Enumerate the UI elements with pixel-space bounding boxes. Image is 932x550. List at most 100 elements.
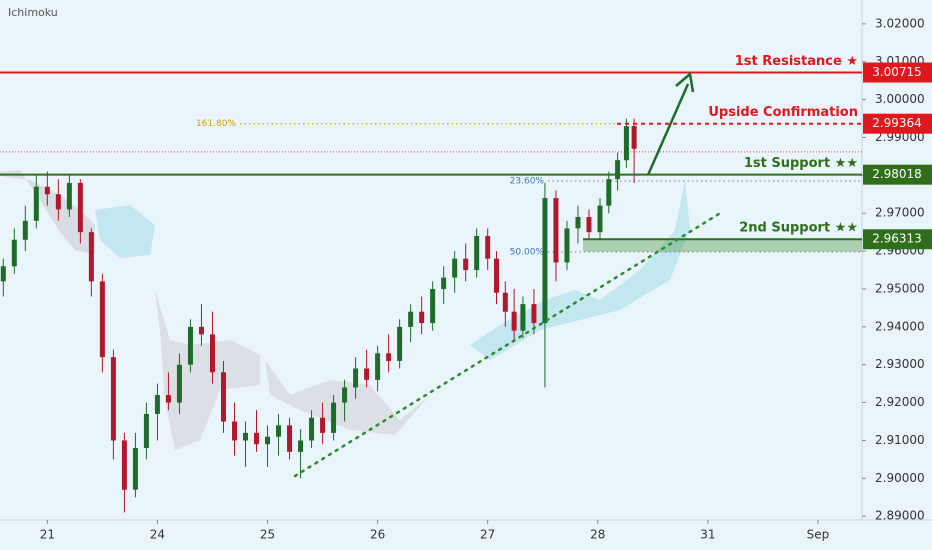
price-tag	[863, 164, 932, 185]
candle-body	[198, 326, 204, 335]
candle-body	[511, 311, 517, 331]
y-tick-label: 2.95000	[875, 281, 925, 295]
candle-body	[586, 217, 592, 233]
candle-body	[209, 334, 215, 373]
candle-body	[575, 217, 581, 229]
candle-body	[220, 372, 226, 422]
indicator-title: Ichimoku	[8, 6, 58, 19]
trend-line	[293, 210, 724, 478]
price-tag	[863, 229, 932, 250]
candle-body	[474, 235, 480, 271]
candle-body	[606, 179, 612, 206]
candle-body	[176, 364, 182, 403]
candle-body	[154, 395, 160, 414]
candle-body	[88, 232, 94, 282]
y-tick-label: 2.91000	[875, 433, 925, 447]
price-tag	[863, 113, 932, 134]
cloud-bear	[155, 290, 260, 450]
projection-arrow	[646, 83, 690, 176]
candle-body	[408, 311, 414, 327]
candle-body	[99, 281, 105, 358]
candle-body	[309, 417, 315, 441]
candle-body	[520, 304, 526, 331]
cloud-bear	[0, 170, 95, 255]
fib-label: 50.00%	[510, 247, 545, 257]
price-tag-label: 2.98018	[872, 167, 922, 181]
candle-body	[463, 258, 469, 271]
y-tick-label: 2.97000	[875, 206, 925, 220]
x-tick-label: 26	[370, 528, 385, 542]
candle-body	[320, 417, 326, 433]
candle-body	[254, 432, 260, 445]
candle-body	[0, 266, 6, 282]
candle-body	[121, 440, 127, 490]
candle-body	[165, 395, 171, 403]
x-tick-label: 28	[590, 528, 605, 542]
y-tick-label: 2.89000	[875, 509, 925, 523]
candle-body	[231, 421, 237, 441]
candle-body	[502, 292, 508, 312]
y-tick-label: 2.94000	[875, 319, 925, 333]
candle-body	[386, 353, 392, 361]
y-tick-label: 3.00000	[875, 92, 925, 106]
candle-body	[531, 304, 537, 324]
candle-body	[11, 239, 17, 267]
candle-body	[397, 326, 403, 361]
candle-body	[485, 235, 491, 259]
candle-body	[623, 126, 629, 161]
price-tag-label: 2.96313	[872, 232, 922, 246]
level-label: 1st Resistance ★	[735, 54, 858, 69]
fib-label: 23.60%	[510, 177, 545, 187]
candle-body	[615, 160, 621, 180]
cloud-bull	[95, 205, 155, 258]
candle-body	[110, 357, 116, 441]
x-tick-label: Sep	[807, 528, 830, 542]
price-tag	[863, 62, 932, 83]
candle-body	[452, 258, 458, 278]
candle-body	[33, 186, 39, 221]
support-band	[583, 239, 862, 252]
candle-body	[553, 198, 559, 263]
y-tick-label: 3.02000	[875, 16, 925, 30]
candle-body	[375, 353, 381, 380]
candle-body	[132, 448, 138, 490]
x-tick-label: 27	[480, 528, 495, 542]
candle-body	[66, 182, 72, 210]
candle-body	[276, 425, 282, 437]
candle-body	[430, 288, 436, 324]
candle-body	[287, 425, 293, 452]
candle-body	[597, 205, 603, 233]
candle-body	[441, 277, 447, 289]
candle-body	[44, 186, 50, 195]
x-tick-label: 31	[700, 528, 715, 542]
candle-body	[77, 182, 83, 233]
level-label: Upside Confirmation	[708, 105, 858, 120]
candle-body	[364, 368, 370, 380]
x-tick-label: 25	[260, 528, 275, 542]
candle-body	[22, 220, 28, 240]
candle-body	[187, 326, 193, 365]
marks: 3.020003.010003.000002.990002.980002.970…	[0, 16, 932, 542]
candle-body	[298, 440, 304, 452]
candle-body	[242, 432, 248, 441]
y-tick-label: 2.93000	[875, 357, 925, 371]
level-label: 1st Support ★★	[744, 156, 858, 171]
candle-body	[55, 194, 61, 210]
candle-body	[342, 387, 348, 403]
candle-body	[143, 413, 149, 449]
x-tick-label: 21	[40, 528, 55, 542]
y-tick-label: 2.92000	[875, 395, 925, 409]
candle-body	[542, 198, 548, 324]
candle-body	[494, 258, 500, 293]
y-tick-label: 2.90000	[875, 471, 925, 485]
candle-body	[353, 368, 359, 388]
candle-body	[265, 436, 271, 445]
candle-body	[631, 126, 637, 149]
arrow-head	[675, 71, 695, 93]
candle-body	[419, 311, 425, 324]
price-tag-label: 2.99364	[872, 116, 922, 130]
fib-label: 161.80%	[196, 119, 236, 129]
price-tag-label: 3.00715	[872, 65, 922, 79]
